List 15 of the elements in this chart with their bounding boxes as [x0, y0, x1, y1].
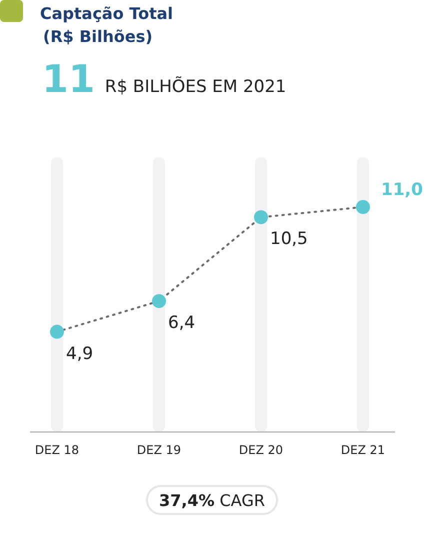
point: [50, 324, 64, 339]
x-tick-label: DEZ 21: [340, 443, 386, 457]
chart-subtitle: 11 R$ BILHÕES EM 2021: [42, 57, 286, 101]
point: [152, 294, 166, 308]
data-label: 11,0: [381, 180, 424, 200]
point: [356, 200, 370, 214]
x-tick-label: DEZ 20: [238, 443, 284, 457]
data-label: 4,9: [66, 344, 94, 364]
data-label: 6,4: [168, 313, 196, 334]
chart-title: Captação Total (R$ Bilhões): [40, 4, 173, 46]
point: [254, 210, 268, 224]
x-tick-label: DEZ 19: [136, 443, 182, 457]
text: 37,4% CAGR: [159, 491, 265, 510]
data-label: 10,5: [270, 229, 308, 250]
x-tick-label: DEZ 18: [34, 443, 80, 457]
